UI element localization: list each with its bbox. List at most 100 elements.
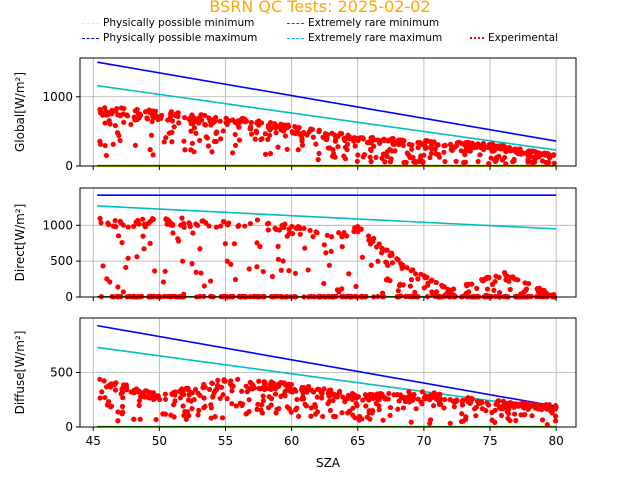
experimental-point xyxy=(206,386,213,393)
experimental-point xyxy=(141,393,147,400)
experimental-point xyxy=(266,394,272,400)
experimental-point xyxy=(251,385,257,391)
experimental-point xyxy=(349,396,356,403)
experimental-point xyxy=(324,232,330,238)
experimental-point xyxy=(528,149,534,155)
experimental-point xyxy=(354,158,360,164)
experimental-point xyxy=(382,159,388,165)
experimental-point xyxy=(360,135,366,141)
experimental-point xyxy=(459,140,465,147)
y-tick-label: 500 xyxy=(50,366,73,380)
experimental-point xyxy=(408,277,415,283)
experimental-point xyxy=(416,158,422,165)
experimental-point xyxy=(548,406,554,412)
experimental-point xyxy=(189,406,195,412)
experimental-point xyxy=(475,158,481,165)
experimental-point xyxy=(336,230,342,236)
experimental-point xyxy=(278,267,284,273)
experimental-point xyxy=(192,386,199,393)
experimental-point xyxy=(510,159,516,165)
experimental-point xyxy=(342,156,349,162)
rare-max-line xyxy=(97,346,557,411)
experimental-point xyxy=(305,267,311,273)
experimental-point xyxy=(522,280,528,286)
experimental-point xyxy=(186,413,192,419)
experimental-point xyxy=(207,118,213,124)
experimental-point xyxy=(189,261,195,267)
experimental-point xyxy=(511,411,518,417)
experimental-point xyxy=(207,278,214,284)
experimental-point xyxy=(431,139,437,145)
experimental-point xyxy=(115,233,122,239)
experimental-point xyxy=(289,223,295,230)
experimental-point xyxy=(193,221,199,227)
experimental-point xyxy=(390,136,396,142)
experimental-point xyxy=(389,148,395,154)
experimental-point xyxy=(353,283,359,289)
x-tick-label: 50 xyxy=(152,434,167,448)
experimental-point xyxy=(368,159,374,165)
y-tick-label: 0 xyxy=(65,290,73,304)
experimental-point xyxy=(112,382,118,388)
experimental-point xyxy=(115,284,121,290)
x-tick-label: 80 xyxy=(549,434,564,448)
experimental-point xyxy=(228,261,234,267)
experimental-point xyxy=(191,125,197,131)
experimental-point xyxy=(217,395,223,402)
experimental-point xyxy=(264,221,271,227)
legend-item-rare-min: Extremely rare minimum xyxy=(287,17,439,29)
experimental-point xyxy=(527,404,533,410)
experimental-point xyxy=(155,393,161,399)
experimental-point xyxy=(405,293,411,299)
experimental-point xyxy=(498,412,505,419)
experimental-point xyxy=(321,242,327,248)
experimental-point xyxy=(267,132,273,138)
experimental-point xyxy=(282,133,289,139)
legend-label-rare-max: Extremely rare maximum xyxy=(308,32,443,44)
experimental-point xyxy=(272,121,278,127)
experimental-point xyxy=(299,396,305,402)
experimental-point xyxy=(350,405,356,411)
experimental-point xyxy=(140,233,146,239)
experimental-point xyxy=(255,401,261,407)
experimental-point xyxy=(340,394,346,400)
experimental-point xyxy=(339,286,345,292)
experimental-point xyxy=(123,264,129,271)
experimental-point xyxy=(254,217,261,223)
experimental-point xyxy=(204,135,211,141)
experimental-point xyxy=(387,412,393,419)
experimental-point xyxy=(187,223,193,230)
experimental-point xyxy=(272,386,279,392)
experimental-point xyxy=(356,413,363,420)
experimental-point xyxy=(503,145,509,151)
experimental-point xyxy=(254,264,260,270)
experimental-point xyxy=(340,233,346,239)
experimental-point xyxy=(171,402,177,408)
experimental-point xyxy=(286,268,292,274)
experimental-point xyxy=(512,276,518,282)
experimental-point xyxy=(120,111,126,117)
experimental-point xyxy=(464,293,470,300)
experimental-point xyxy=(402,396,408,402)
experimental-point xyxy=(545,151,551,157)
experimental-point xyxy=(276,381,282,387)
experimental-point xyxy=(481,146,487,153)
experimental-point xyxy=(148,132,155,138)
experimental-point xyxy=(292,270,299,276)
experimental-point xyxy=(314,386,321,392)
experimental-point xyxy=(217,118,223,124)
experimental-point xyxy=(352,225,358,231)
experimental-point xyxy=(442,158,448,165)
experimental-point xyxy=(109,403,115,409)
experimental-point xyxy=(171,124,177,130)
experimental-point xyxy=(231,241,238,247)
experimental-point xyxy=(181,412,187,419)
experimental-point xyxy=(139,293,145,300)
experimental-point xyxy=(105,220,111,226)
experimental-point xyxy=(284,233,290,239)
experimental-point xyxy=(553,418,559,424)
experimental-point xyxy=(120,222,126,228)
experimental-point xyxy=(162,268,168,274)
experimental-point xyxy=(97,395,103,401)
experimental-point xyxy=(331,150,337,157)
